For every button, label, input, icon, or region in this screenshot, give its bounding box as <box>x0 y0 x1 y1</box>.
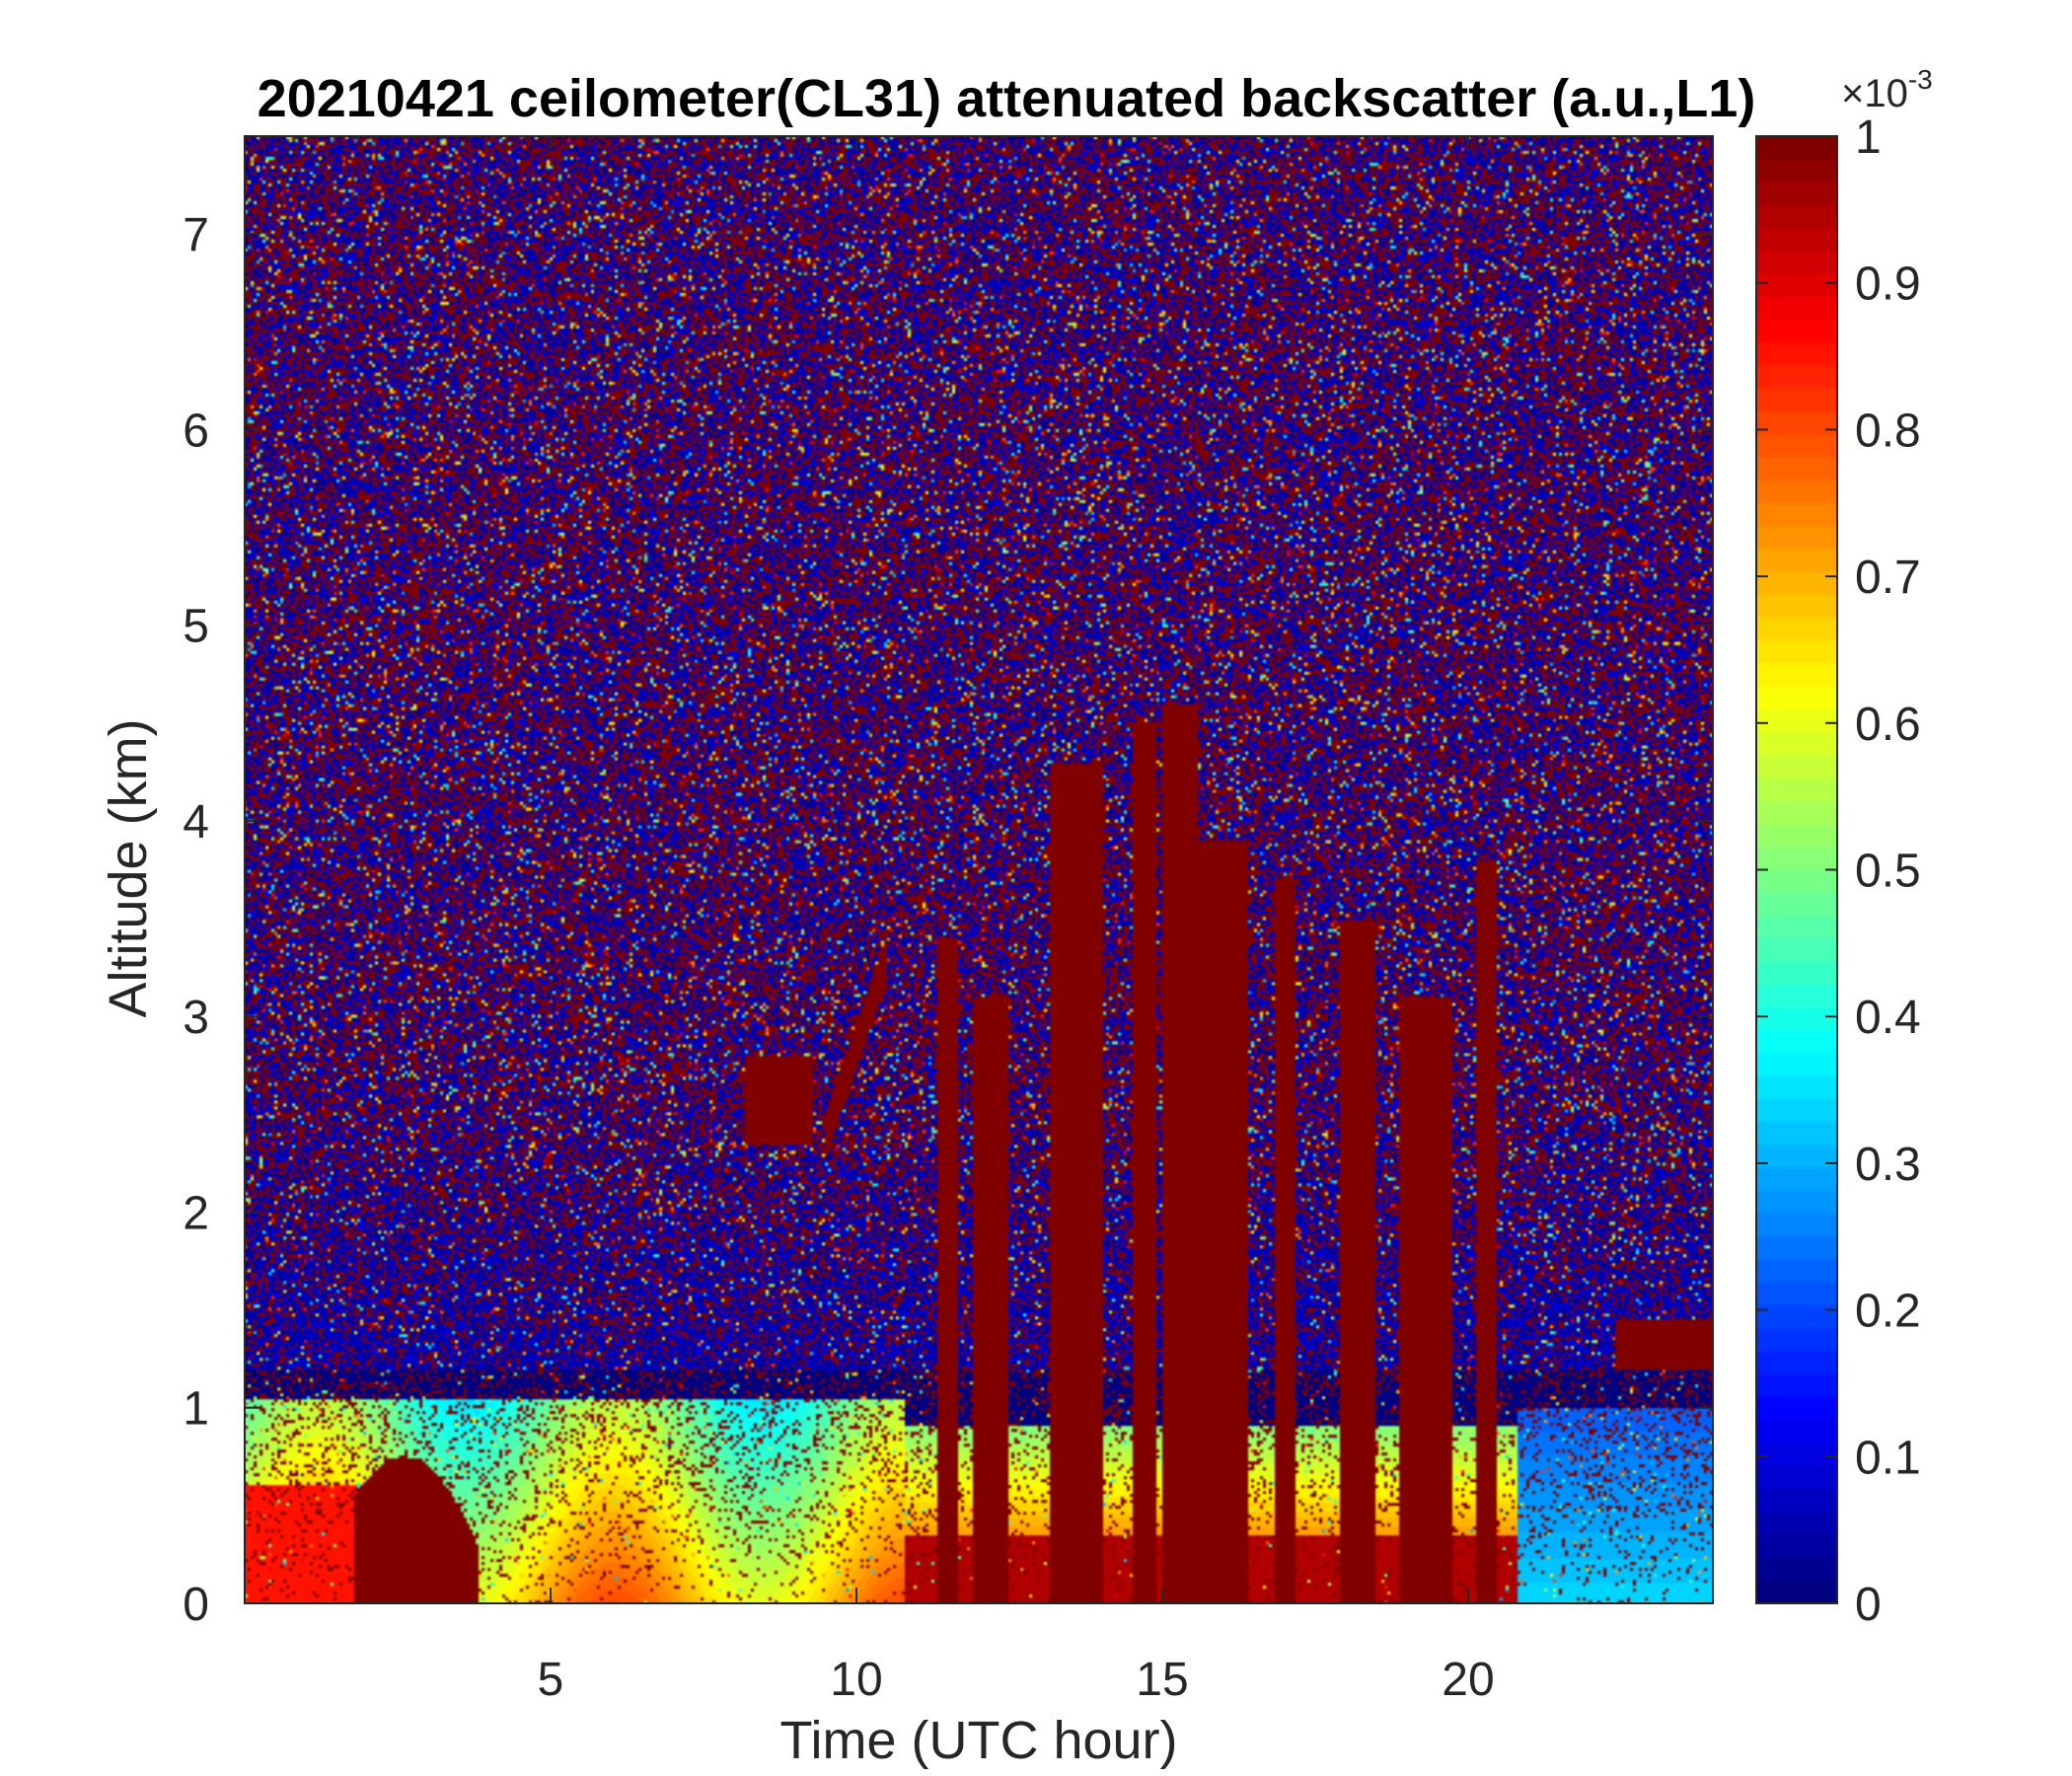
colorbar-tick-label-0.8: 0.8 <box>1855 405 1921 457</box>
colorbar-tick-label-0.1: 0.1 <box>1855 1432 1921 1484</box>
colorbar-tick-label-1: 1 <box>1855 111 1882 164</box>
colorbar-tick-label-0.2: 0.2 <box>1855 1286 1921 1338</box>
colorbar-tick-label-0.3: 0.3 <box>1855 1139 1921 1191</box>
heatmap-image-container <box>245 136 1713 1603</box>
plot-area <box>244 135 1714 1604</box>
y-tick-label-5: 5 <box>183 601 209 653</box>
chart-title: 20210421 ceilometer(CL31) attenuated bac… <box>258 69 1756 128</box>
y-tick-label-6: 6 <box>183 405 209 457</box>
y-tick-label-1: 1 <box>183 1383 209 1436</box>
y-axis-label: Altitude (km) <box>99 718 158 1017</box>
colorbar-ticks: 0 0.1 0.2 0.3 0.4 0.5 0.6 0.7 0.8 0.9 1 <box>1756 111 1921 1631</box>
x-axis: 5 10 15 20 <box>538 136 1495 1706</box>
x-tick-label-5: 5 <box>538 1654 564 1706</box>
y-tick-label-2: 2 <box>183 1187 209 1239</box>
y-tick-label-4: 4 <box>183 796 209 849</box>
x-tick-label-15: 15 <box>1136 1654 1188 1706</box>
colorbar-tick-label-0.6: 0.6 <box>1855 699 1921 751</box>
x-tick-label-10: 10 <box>830 1654 882 1706</box>
backscatter-heatmap <box>245 136 1713 1603</box>
y-tick-label-3: 3 <box>183 992 209 1044</box>
plot-frame <box>244 135 1714 1604</box>
colorbar-tick-label-0.9: 0.9 <box>1855 259 1921 311</box>
colorbar: 0 0.1 0.2 0.3 0.4 0.5 0.6 0.7 0.8 0.9 1 ×10-3 <box>1755 64 1933 1631</box>
y-axis: 0 1 2 3 4 5 6 7 <box>183 209 1713 1631</box>
colorbar-exponent-base: ×10 <box>1841 72 1908 115</box>
colorbar-tick-label-0.5: 0.5 <box>1855 846 1921 898</box>
colorbar-tick-label-0.4: 0.4 <box>1855 992 1921 1044</box>
colorbar-exponent: ×10-3 <box>1841 64 1933 115</box>
colorbar-tick-label-0: 0 <box>1855 1579 1882 1631</box>
colorbar-tick-label-0.7: 0.7 <box>1855 552 1921 604</box>
colorbar-gradient-container <box>1756 136 1837 1603</box>
y-tick-label-7: 7 <box>183 209 209 261</box>
x-tick-label-20: 20 <box>1442 1654 1494 1706</box>
x-axis-label: Time (UTC hour) <box>779 1711 1177 1770</box>
y-tick-label-0: 0 <box>183 1579 209 1631</box>
colorbar-exponent-power: -3 <box>1908 64 1933 95</box>
colorbar-gradient <box>1756 136 1837 1603</box>
